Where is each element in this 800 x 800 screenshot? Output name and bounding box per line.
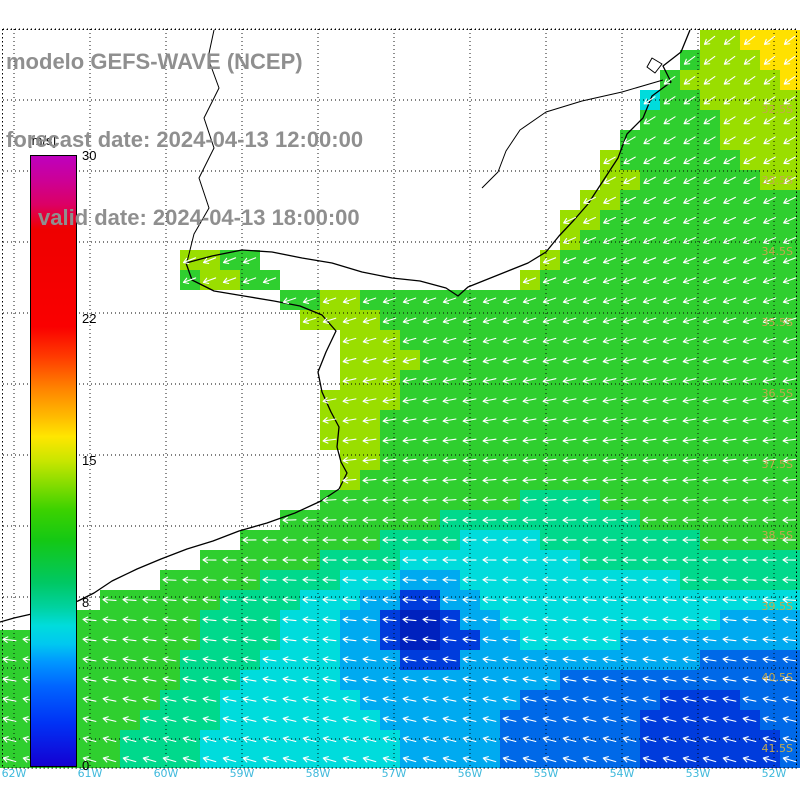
lat-label: 38.5S (762, 529, 793, 542)
colorbar-tick-label: 0 (82, 758, 90, 773)
latitude-labels: 32.5S 33.5S 34.5S 35.5S 36.5S 37.5S 38.5S 39.5S… (762, 103, 793, 755)
lon-label: 59W (230, 767, 255, 780)
title-block: modelo GEFS-WAVE (NCEP) forecast date: 2… (6, 0, 363, 257)
lon-label: 57W (382, 767, 407, 780)
map-frame (2, 29, 797, 769)
colorbar-gradient (30, 155, 77, 767)
lat-label: 41.5S (762, 742, 793, 755)
country-borders (186, 29, 664, 263)
colorbar-tick-label: 22 (82, 310, 97, 326)
lat-label: 39.5S (762, 600, 793, 613)
lat-label: 40.5S (762, 671, 793, 684)
wind-direction-arrows (2, 35, 797, 763)
lat-label: 35.5S (762, 316, 793, 329)
lon-label: 55W (534, 767, 559, 780)
colorbar: [m/s] 30 22 15 8 0 (28, 133, 108, 773)
lat-label: 32.5S (762, 103, 793, 116)
model-title: modelo GEFS-WAVE (NCEP) (6, 49, 303, 74)
longitude-labels: 62W 61W 60W 59W 58W 57W 56W 55W 54W 53W 52W (2, 767, 787, 780)
colorbar-unit-label: [m/s] (28, 133, 57, 148)
colorbar-tick-label: 30 (82, 148, 97, 163)
lat-label: 36.5S (762, 387, 793, 400)
lat-label: 37.5S (762, 458, 793, 471)
lat-label: 34.5S (762, 245, 793, 258)
lon-label: 54W (610, 767, 635, 780)
lat-label: 33.5S (762, 174, 793, 187)
lon-label: 58W (306, 767, 331, 780)
lon-label: 52W (762, 767, 787, 780)
colorbar-tick-label: 8 (82, 595, 90, 611)
lon-label: 60W (154, 767, 179, 780)
valid-date-line: valid date: 2024-04-13 18:00:00 (38, 205, 360, 230)
lon-label: 56W (458, 767, 483, 780)
colorbar-tick-label: 15 (82, 453, 97, 468)
lon-label: 61W (78, 767, 103, 780)
lon-label: 62W (2, 767, 27, 780)
lon-label: 53W (686, 767, 711, 780)
coastline (0, 29, 691, 623)
forecast-date-line: forecast date: 2024-04-13 12:00:00 (6, 127, 364, 152)
